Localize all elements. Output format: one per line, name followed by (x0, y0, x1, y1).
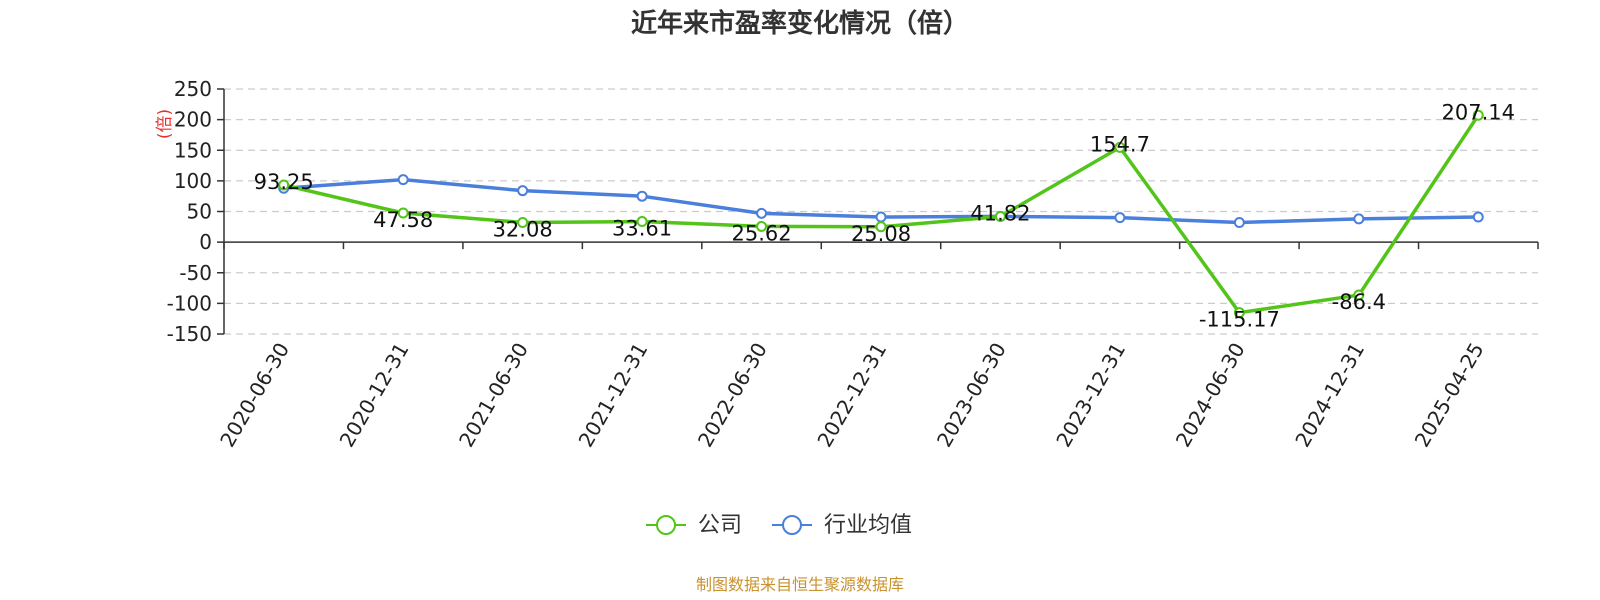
data-label: 32.08 (493, 217, 553, 241)
y-tick-labels: 250 200 150 100 50 0 -50 -100 -150 (167, 77, 212, 346)
data-label: -86.4 (1332, 290, 1386, 314)
x-tick-label: 2022-12-31 (812, 339, 891, 452)
data-point (1353, 213, 1365, 225)
data-label: 47.58 (373, 208, 433, 232)
y-tick-label: -50 (179, 261, 212, 285)
data-label: 25.62 (731, 221, 791, 245)
x-tick-label: 2023-12-31 (1051, 339, 1130, 452)
data-point (1233, 217, 1245, 229)
x-tick-label: 2024-06-30 (1171, 339, 1250, 452)
gridlines (224, 88, 1538, 335)
axes (217, 88, 1539, 335)
data-point (875, 211, 887, 223)
legend-label: 公司 (698, 513, 742, 538)
data-point (397, 207, 409, 219)
data-point (517, 185, 529, 197)
x-tick-label: 2020-06-30 (215, 339, 294, 452)
data-point (1114, 141, 1126, 153)
y-tick-label: 50 (187, 200, 212, 224)
y-tick-label: 0 (199, 230, 212, 254)
data-point (994, 211, 1006, 223)
y-tick-label: -150 (167, 322, 212, 346)
data-point (1472, 211, 1484, 223)
legend-marker (656, 515, 676, 535)
data-point (1233, 307, 1245, 319)
series-lines (278, 109, 1484, 319)
y-tick-label: 150 (174, 138, 212, 162)
data-point (517, 216, 529, 228)
data-point (756, 220, 768, 232)
data-label: -115.17 (1199, 308, 1280, 332)
data-point (636, 216, 648, 228)
data-point (397, 174, 409, 186)
legend-item-1[interactable]: 行业均值 (772, 513, 912, 538)
x-tick-labels: 2020-06-30 2020-12-31 2021-06-30 2021-12-31… (215, 339, 1488, 452)
x-tick-label: 2020-12-31 (335, 339, 414, 452)
legend-marker (782, 515, 802, 535)
y-tick-label: -100 (167, 291, 212, 315)
data-point (756, 207, 768, 219)
y-tick-label: 100 (174, 169, 212, 193)
data-label: 154.7 (1090, 132, 1150, 156)
data-label: 33.61 (612, 217, 672, 241)
legend-item-0[interactable]: 公司 (646, 513, 742, 538)
data-point (1114, 212, 1126, 224)
data-label: 207.14 (1442, 100, 1515, 124)
y-tick-label: 250 (174, 77, 212, 101)
data-label: 93.25 (254, 170, 314, 194)
x-tick-label: 2021-06-30 (454, 339, 533, 452)
data-label: 41.82 (970, 202, 1030, 226)
x-tick-label: 2024-12-31 (1290, 339, 1369, 452)
data-point (875, 221, 887, 233)
legend[interactable]: 公司 行业均值 (646, 513, 912, 538)
x-tick-label: 2023-06-30 (932, 339, 1011, 452)
data-point (278, 179, 290, 191)
data-labels: 93.25 47.58 32.08 33.61 25.62 25.08 41.82 154.7… (254, 100, 1515, 331)
x-tick-label: 2022-06-30 (693, 339, 772, 452)
y-tick-label: 200 (174, 108, 212, 132)
legend-label: 行业均值 (824, 513, 912, 538)
data-point (1472, 109, 1484, 121)
data-point (636, 190, 648, 202)
x-tick-label: 2021-12-31 (574, 339, 653, 452)
source-note: 制图数据来自恒生聚源数据库 (696, 575, 904, 594)
x-tick-label: 2025-04-25 (1410, 339, 1489, 452)
y-axis-label: (倍) (155, 109, 175, 139)
chart-title: 近年来市盈率变化情况（倍） (631, 8, 969, 39)
data-label: 25.08 (851, 222, 911, 246)
data-point (1353, 289, 1365, 301)
